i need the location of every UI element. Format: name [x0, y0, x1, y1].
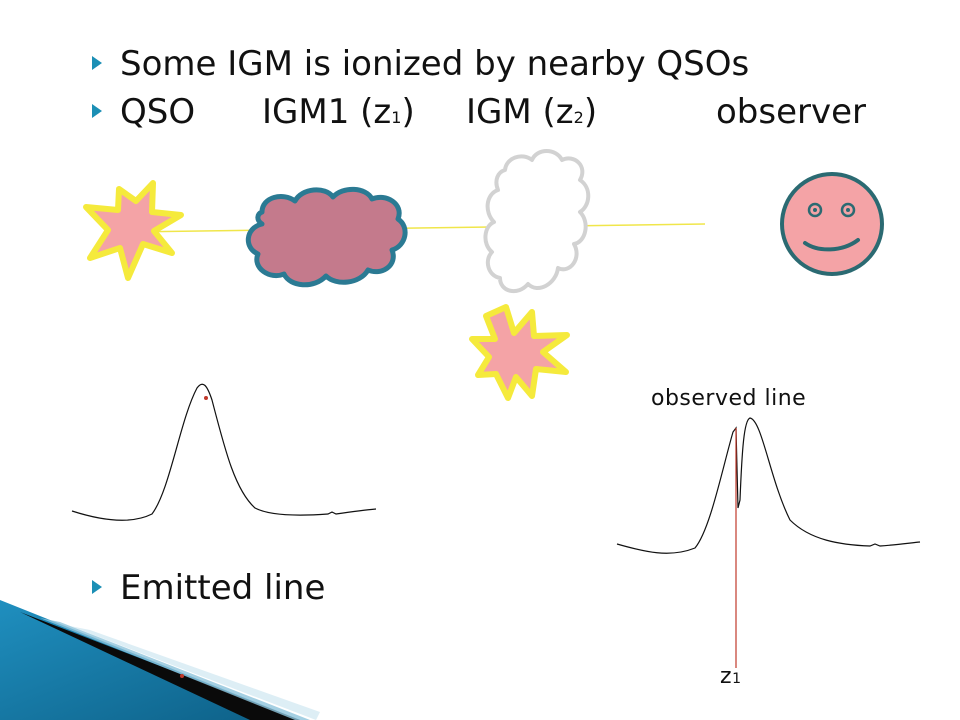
- emitted-line-dot: [204, 396, 208, 400]
- observer-face-icon: [780, 172, 884, 276]
- label-igm1: IGM1 (z1): [262, 92, 415, 132]
- igm2-cloud-icon: [483, 149, 591, 294]
- z1-label: z1: [720, 664, 742, 689]
- bullet-text: Emitted line: [120, 568, 326, 608]
- sightline: [127, 223, 706, 233]
- label-igm2: IGM (z2): [466, 92, 598, 132]
- emitted-line-curve: [71, 383, 377, 521]
- corner-dot: [180, 674, 184, 678]
- bullet-sightline-labels: QSO IGM1 (z1) IGM (z2) observer: [92, 92, 892, 136]
- bullet-arrow-icon: [92, 56, 102, 70]
- bullet-arrow-icon: [92, 104, 102, 118]
- nearby-qso-star-icon: [469, 304, 570, 401]
- observed-line-curve: [616, 417, 921, 554]
- qso-star-icon: [83, 180, 184, 281]
- bullet-text: Some IGM is ionized by nearby QSOs: [120, 44, 750, 84]
- label-qso: QSO: [120, 92, 196, 132]
- igm1-cloud-icon: [245, 186, 408, 288]
- bullet-arrow-icon: [92, 580, 102, 594]
- observed-line-label: observed line: [651, 386, 807, 411]
- label-observer: observer: [716, 92, 867, 132]
- corner-decoration: [0, 600, 320, 720]
